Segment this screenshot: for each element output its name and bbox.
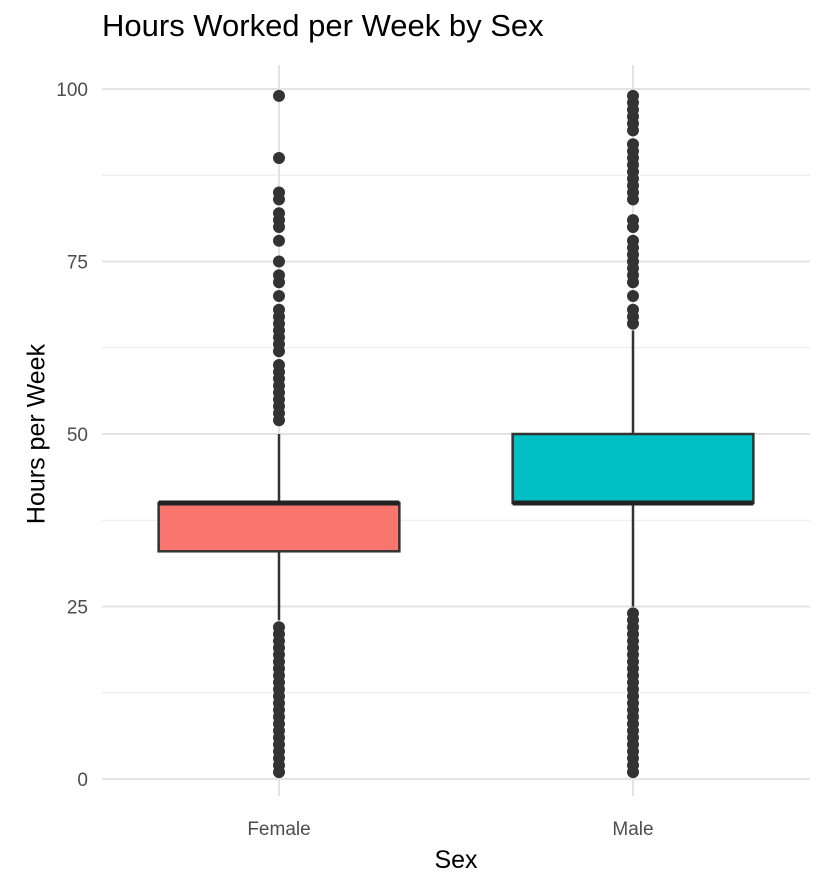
- outlier-point: [627, 290, 639, 302]
- y-tick-label: 75: [67, 253, 88, 274]
- outlier-point: [627, 138, 639, 151]
- outlier-point: [627, 607, 639, 620]
- box: [511, 432, 755, 505]
- y-tick-label: 50: [67, 425, 88, 446]
- boxplot-male: [511, 89, 755, 779]
- boxplots: [157, 89, 755, 779]
- outlier-point: [627, 214, 639, 227]
- y-tick-label: 100: [56, 80, 88, 101]
- outlier-point: [273, 152, 285, 164]
- outlier-point: [273, 359, 285, 371]
- outlier-point: [273, 303, 285, 316]
- x-axis-title: Sex: [434, 846, 478, 874]
- outlier-point: [273, 621, 285, 634]
- box: [157, 501, 401, 553]
- y-tick-label: 25: [67, 598, 88, 619]
- y-tick-label: 0: [77, 770, 88, 791]
- outlier-point: [273, 186, 285, 199]
- outlier-point: [273, 269, 285, 282]
- chart-title: Hours Worked per Week by Sex: [102, 8, 544, 43]
- boxplot-female: [157, 89, 401, 779]
- x-tick-label: Female: [247, 819, 310, 840]
- outlier-point: [627, 89, 639, 102]
- outlier-point: [273, 234, 285, 247]
- outlier-point: [627, 303, 639, 316]
- outlier-point: [273, 207, 285, 220]
- grid-lines: [102, 65, 810, 796]
- outlier-point: [273, 255, 285, 268]
- outlier-point: [273, 89, 285, 102]
- outlier-point: [627, 234, 639, 247]
- axis-ticks: 0 25 50 75 100 Female Male: [56, 80, 653, 840]
- x-tick-label: Male: [612, 819, 653, 840]
- outlier-point: [273, 290, 285, 302]
